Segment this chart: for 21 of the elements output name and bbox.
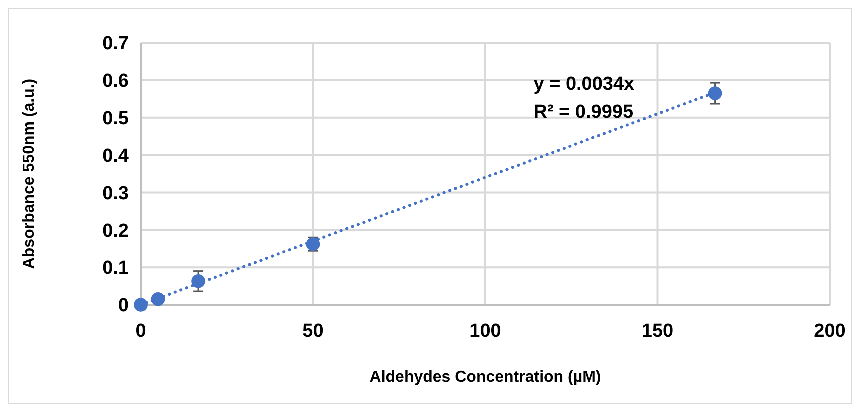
x-tick-label: 100	[470, 321, 502, 342]
x-tick-label: 0	[136, 321, 146, 342]
y-tick-label: 0.1	[102, 258, 130, 280]
y-tick-label: 0.2	[102, 220, 129, 242]
annotation: y = 0.0034x	[534, 74, 636, 95]
point	[151, 292, 166, 306]
x-tick-label: 200	[814, 321, 846, 342]
y-tick-label: 0.5	[102, 108, 130, 130]
x-tick-label: 50	[302, 321, 324, 342]
x-axis-title: Aldehydes Concentration (µM)	[370, 369, 602, 386]
y-tick-label: 0.4	[102, 146, 130, 167]
y-tick-label: 0.7	[102, 34, 129, 55]
y-tick-label: 0.3	[102, 183, 129, 204]
y-tick-label: 0	[118, 296, 129, 317]
point	[708, 86, 722, 100]
annotation: R² = 0.9995	[534, 102, 634, 123]
x-tick-label: 150	[642, 321, 674, 342]
y-axis-title: Absorbance 550nm (a.u.)	[21, 78, 38, 270]
point	[192, 274, 206, 288]
y-tick-label: 0.6	[102, 71, 129, 92]
point	[134, 298, 148, 312]
